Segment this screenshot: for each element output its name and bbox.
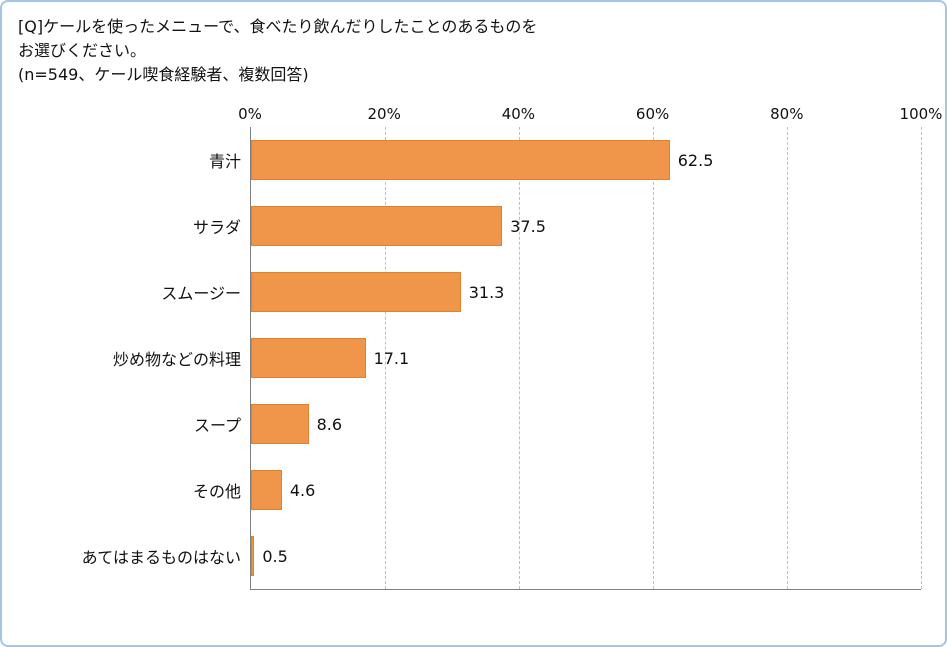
bar-row: 8.6 (251, 391, 921, 457)
bar-rows: 62.5 37.5 31.3 17.1 8.6 4.6 0.5 (251, 127, 921, 589)
value-label: 62.5 (677, 150, 714, 170)
value-label: 17.1 (373, 348, 410, 368)
gridline (921, 127, 922, 589)
category-label: サラダ (192, 218, 241, 237)
category-label: その他 (192, 482, 241, 501)
x-axis: 0% 20% 40% 60% 80% 100% (32, 103, 942, 127)
bar-row: 4.6 (251, 457, 921, 523)
bar-row: 37.5 (251, 193, 921, 259)
gridline (653, 127, 654, 589)
bar (251, 272, 461, 312)
category-label: 青汁 (208, 152, 241, 171)
bar (251, 536, 255, 576)
x-tick-label: 20% (367, 105, 401, 123)
question-title-line1: [Q]ケールを使ったメニューで、食べたり飲んだりしたことのあるものを (18, 17, 538, 36)
category-labels: 青汁サラダスムージー炒め物などの料理スープその他あてはまるものはない (32, 127, 250, 590)
plot-area: 62.5 37.5 31.3 17.1 8.6 4.6 0.5 (250, 127, 922, 590)
bar (251, 140, 670, 180)
x-tick-label: 0% (238, 105, 262, 123)
bar (251, 338, 366, 378)
value-label: 0.5 (262, 546, 288, 566)
bar-row: 31.3 (251, 259, 921, 325)
x-axis-labels: 0% 20% 40% 60% 80% 100% (238, 103, 942, 127)
category-label: 炒め物などの料理 (112, 350, 241, 369)
sample-size-note: (n=549、ケール喫食経験者、複数回答) (18, 65, 309, 84)
value-label: 31.3 (468, 282, 505, 302)
gridline (385, 127, 386, 589)
plot-row: 青汁サラダスムージー炒め物などの料理スープその他あてはまるものはない 62.5 3… (32, 127, 922, 590)
bar-chart: 0% 20% 40% 60% 80% 100% 青汁サラダスムージー炒め物などの料理スープ… (32, 103, 942, 590)
x-tick-label: 80% (770, 105, 804, 123)
x-tick-label: 60% (635, 105, 670, 123)
value-label: 4.6 (289, 480, 316, 500)
x-tick-label: 40% (501, 105, 536, 123)
value-label: 8.6 (316, 414, 343, 434)
axis-spacer (32, 103, 250, 127)
bar (251, 404, 309, 444)
question-title-line2: お選びください。 (18, 41, 147, 60)
x-tick-label: 100% (899, 105, 943, 123)
bar-row: 17.1 (251, 325, 921, 391)
bar-row: 0.5 (251, 523, 921, 589)
bar (251, 470, 282, 510)
gridline (787, 127, 788, 589)
question-title: [Q]ケールを使ったメニューで、食べたり飲んだりしたことのあるものを お選びくだ… (2, 2, 945, 87)
bar (251, 206, 503, 246)
value-label: 37.5 (510, 216, 546, 236)
category-label: スープ (193, 416, 241, 435)
bar-row: 62.5 (251, 127, 921, 193)
category-label: あてはまるものはない (81, 548, 241, 567)
category-label: スムージー (161, 284, 241, 303)
gridline (519, 127, 520, 589)
